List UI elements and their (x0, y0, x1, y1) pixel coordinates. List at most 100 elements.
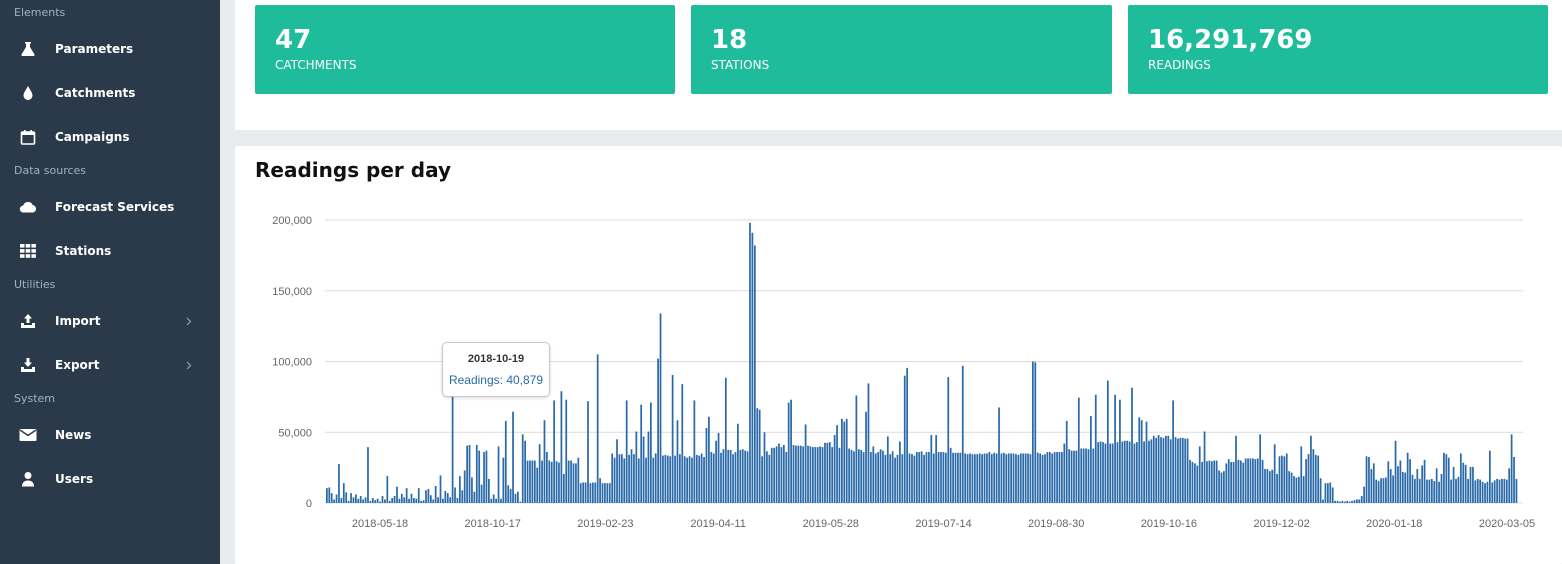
bar (367, 447, 369, 503)
bar (1261, 459, 1264, 503)
bar (1189, 459, 1191, 503)
bar (998, 407, 1000, 503)
bar (1041, 454, 1044, 503)
envelope-icon (19, 426, 37, 444)
stat-card-stations[interactable]: 18 STATIONS (691, 5, 1112, 94)
sidebar-item-stations[interactable]: Stations (0, 231, 220, 271)
sidebar-item-import[interactable]: Import (0, 301, 220, 341)
bar (1123, 440, 1126, 503)
stat-card-catchments[interactable]: 47 CATCHMENTS (255, 5, 675, 94)
bar (729, 449, 732, 503)
bar (454, 487, 456, 503)
bar (1273, 444, 1276, 503)
sidebar-item-forecast-services[interactable]: Forecast Services (0, 187, 220, 227)
bar (1232, 461, 1235, 503)
bar (1278, 456, 1281, 504)
bar (1167, 435, 1170, 503)
bar (913, 455, 916, 503)
bar (1094, 394, 1097, 503)
bar (446, 493, 449, 504)
bar (1177, 438, 1179, 503)
bar (1392, 475, 1395, 503)
bar (1015, 454, 1017, 503)
bar (976, 454, 979, 503)
bar (417, 488, 420, 503)
sidebar-item-label: Stations (55, 244, 112, 258)
bar (345, 492, 348, 503)
bar (811, 447, 814, 503)
sidebar-item-campaigns[interactable]: Campaigns (0, 117, 220, 157)
bar (461, 490, 464, 503)
bar (734, 452, 737, 503)
bar (751, 232, 754, 503)
bar (763, 432, 766, 503)
bar (342, 483, 345, 503)
bar (630, 449, 633, 503)
bar (560, 391, 563, 503)
bar (1143, 441, 1145, 503)
bar (625, 400, 628, 503)
bar (770, 447, 773, 503)
bar (1435, 468, 1438, 503)
bar (1090, 415, 1092, 503)
bar (1510, 434, 1513, 503)
bar (1380, 478, 1382, 503)
bar (1377, 481, 1380, 503)
bar (966, 454, 969, 503)
sidebar-item-label: Campaigns (55, 130, 130, 144)
sidebar-item-catchments[interactable]: Catchments (0, 73, 220, 113)
sidebar-item-export[interactable]: Export (0, 345, 220, 385)
bar (488, 478, 490, 503)
bar (1283, 456, 1286, 504)
bar (466, 445, 468, 503)
bar (502, 457, 505, 503)
bar (562, 473, 565, 503)
bar (1363, 486, 1365, 503)
bar (1370, 469, 1373, 503)
sidebar-item-users[interactable]: Users (0, 459, 220, 499)
bar (683, 456, 686, 504)
sidebar-item-parameters[interactable]: Parameters (0, 29, 220, 69)
stat-card-readings[interactable]: 16,291,769 READINGS (1128, 5, 1548, 94)
bar (923, 454, 925, 503)
bar (862, 452, 865, 503)
bar (1194, 463, 1196, 503)
bar (1007, 453, 1010, 503)
bar (1397, 466, 1399, 503)
bar (425, 490, 427, 503)
chart-panel: Readings per day 0 50,000 100,000 150,000 20… (235, 146, 1562, 564)
bar (1452, 466, 1455, 503)
bar (357, 498, 360, 503)
bar (1375, 479, 1378, 503)
bar (396, 486, 398, 503)
bar (1048, 452, 1051, 503)
bar (1247, 458, 1249, 503)
bar (1433, 481, 1436, 503)
bar (1034, 362, 1037, 503)
bar (1237, 459, 1240, 503)
bar (949, 447, 952, 503)
bar (705, 428, 708, 503)
bar (746, 451, 749, 503)
bar (1239, 460, 1242, 503)
bar (504, 420, 507, 503)
bar (654, 453, 657, 503)
bar (717, 432, 720, 503)
bar (362, 499, 365, 503)
bar (741, 449, 744, 503)
bar (340, 498, 343, 503)
bar (1012, 453, 1015, 503)
bar (480, 484, 483, 503)
bar (633, 454, 635, 503)
bar (1191, 461, 1194, 503)
bar (497, 446, 500, 503)
bar (688, 456, 691, 504)
y-tick-label: 100,000 (272, 357, 312, 369)
bar (766, 451, 768, 503)
bar (686, 457, 688, 503)
bar (434, 486, 437, 503)
bar (698, 455, 701, 503)
bar (1356, 499, 1358, 503)
bar (1329, 482, 1332, 503)
sidebar-item-news[interactable]: News (0, 415, 220, 455)
